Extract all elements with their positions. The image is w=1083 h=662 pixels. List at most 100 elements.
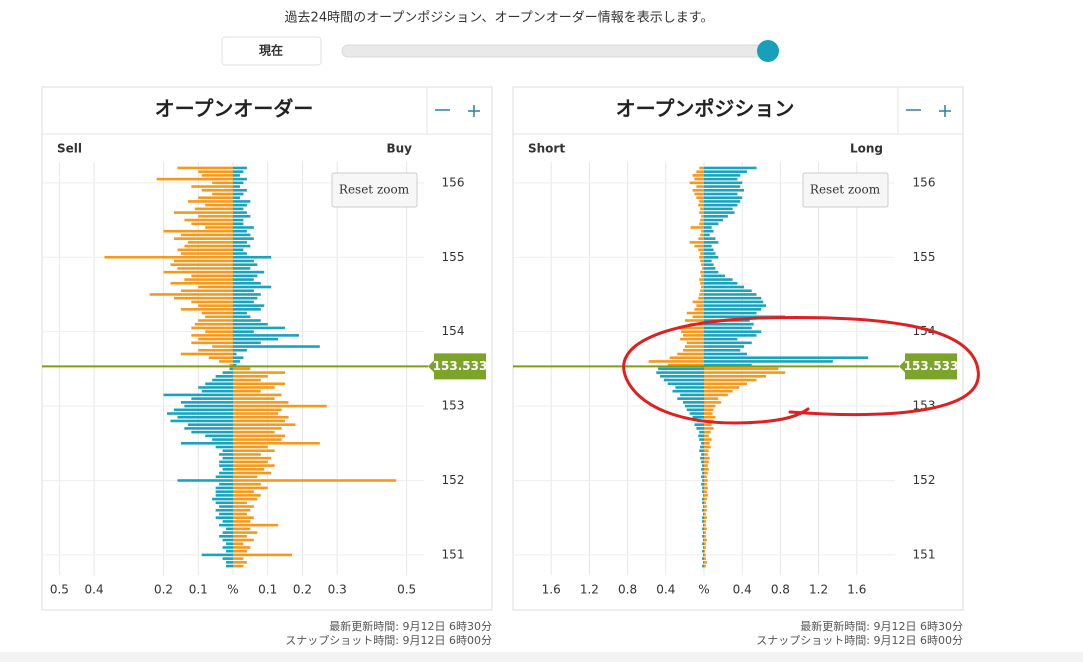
bar bbox=[198, 215, 233, 218]
bar bbox=[704, 192, 738, 196]
bar bbox=[187, 423, 233, 426]
bar bbox=[704, 375, 767, 378]
bar bbox=[704, 512, 706, 516]
slider-track[interactable] bbox=[341, 44, 771, 58]
bar bbox=[222, 449, 233, 453]
bar bbox=[704, 207, 733, 211]
bar bbox=[184, 218, 233, 222]
bar bbox=[677, 326, 704, 330]
bar bbox=[194, 322, 233, 326]
bar bbox=[233, 356, 244, 360]
bar bbox=[704, 263, 714, 266]
bar bbox=[233, 319, 261, 322]
bar bbox=[226, 542, 233, 546]
reset-zoom-label[interactable]: Reset zoom bbox=[810, 183, 881, 197]
bar bbox=[698, 296, 704, 300]
bar bbox=[233, 281, 261, 285]
bar bbox=[233, 348, 247, 352]
bar bbox=[704, 501, 706, 505]
bar bbox=[233, 285, 272, 289]
bar bbox=[233, 386, 275, 389]
x-tick-label: % bbox=[698, 583, 709, 597]
bar bbox=[233, 229, 247, 233]
bar bbox=[699, 449, 704, 453]
slider-knob[interactable] bbox=[757, 40, 779, 62]
bar bbox=[702, 535, 704, 538]
bar bbox=[212, 378, 233, 382]
bar bbox=[663, 378, 704, 382]
bar bbox=[696, 185, 704, 188]
bar bbox=[689, 241, 704, 244]
bar bbox=[233, 226, 254, 229]
bar bbox=[226, 564, 233, 568]
bar bbox=[180, 441, 233, 445]
bar bbox=[233, 255, 272, 259]
bar bbox=[233, 352, 237, 356]
bar bbox=[222, 371, 233, 374]
bar bbox=[233, 296, 258, 300]
bar bbox=[704, 255, 719, 259]
bar bbox=[194, 207, 233, 211]
current-price-label: 153.533 bbox=[433, 359, 488, 373]
bar bbox=[233, 192, 244, 196]
bar bbox=[704, 378, 757, 382]
bar bbox=[233, 508, 251, 512]
zoom-in-button[interactable] bbox=[468, 105, 480, 117]
bar bbox=[212, 181, 233, 185]
bar bbox=[233, 564, 244, 568]
bar bbox=[704, 427, 714, 430]
series-label: Short bbox=[528, 142, 565, 156]
reset-zoom-button[interactable] bbox=[331, 172, 418, 208]
bar bbox=[704, 460, 709, 464]
bar bbox=[699, 293, 704, 296]
bar bbox=[233, 389, 261, 393]
bar bbox=[704, 430, 711, 434]
bar bbox=[704, 341, 752, 345]
panel bbox=[41, 86, 493, 611]
reset-zoom-button[interactable] bbox=[802, 172, 889, 208]
bar bbox=[170, 419, 233, 423]
bar bbox=[703, 553, 704, 557]
now-button-label[interactable]: 現在 bbox=[259, 43, 283, 58]
x-tick-label: 1.2 bbox=[809, 583, 828, 597]
bar bbox=[233, 308, 261, 311]
bar bbox=[177, 415, 233, 419]
bar bbox=[173, 211, 233, 214]
price-tick-label: 155 bbox=[442, 250, 465, 264]
bar bbox=[212, 438, 233, 441]
bar bbox=[704, 218, 724, 222]
updated-time: 最新更新時間: 9月12日 6時30分 bbox=[329, 619, 492, 633]
bar bbox=[233, 326, 286, 330]
bar bbox=[700, 218, 704, 222]
bar bbox=[702, 464, 704, 467]
bar bbox=[694, 244, 704, 248]
bar bbox=[233, 330, 254, 333]
bar bbox=[233, 445, 268, 449]
bar bbox=[215, 375, 233, 378]
time-slider[interactable]: 現在 bbox=[221, 36, 779, 66]
bar bbox=[686, 311, 704, 315]
now-button[interactable] bbox=[221, 36, 322, 66]
price-tick-label: 151 bbox=[442, 547, 465, 561]
bar bbox=[704, 166, 757, 170]
bar bbox=[233, 181, 244, 185]
zoom-in-button[interactable] bbox=[939, 105, 951, 117]
bar bbox=[233, 557, 244, 560]
bar bbox=[684, 345, 704, 348]
bar bbox=[681, 330, 704, 333]
bar bbox=[219, 460, 233, 464]
bar bbox=[212, 497, 233, 501]
bar bbox=[233, 375, 268, 378]
bar bbox=[233, 561, 247, 564]
price-tick-label: 153 bbox=[442, 399, 465, 413]
bar bbox=[156, 177, 233, 181]
bar bbox=[704, 423, 712, 426]
bar bbox=[233, 441, 320, 445]
reset-zoom-label[interactable]: Reset zoom bbox=[339, 183, 410, 197]
bar bbox=[191, 185, 233, 188]
bar bbox=[702, 267, 704, 270]
bar bbox=[692, 174, 704, 177]
bar bbox=[703, 512, 704, 516]
bar bbox=[704, 363, 752, 367]
